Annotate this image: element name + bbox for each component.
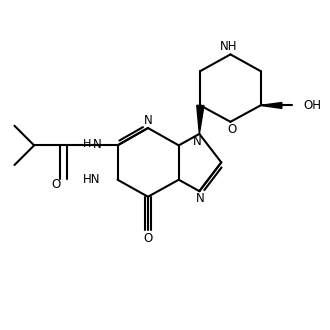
Text: O: O bbox=[52, 178, 61, 191]
Text: H: H bbox=[83, 139, 91, 149]
Text: HN: HN bbox=[83, 173, 101, 186]
Text: OH: OH bbox=[303, 99, 321, 112]
Text: N: N bbox=[92, 138, 101, 151]
Text: N: N bbox=[193, 135, 202, 148]
Text: NH: NH bbox=[220, 40, 238, 53]
Text: N: N bbox=[196, 192, 204, 205]
Text: N: N bbox=[144, 114, 153, 127]
Text: O: O bbox=[227, 122, 237, 136]
Text: O: O bbox=[143, 232, 152, 245]
Polygon shape bbox=[261, 103, 282, 108]
Polygon shape bbox=[197, 105, 204, 134]
